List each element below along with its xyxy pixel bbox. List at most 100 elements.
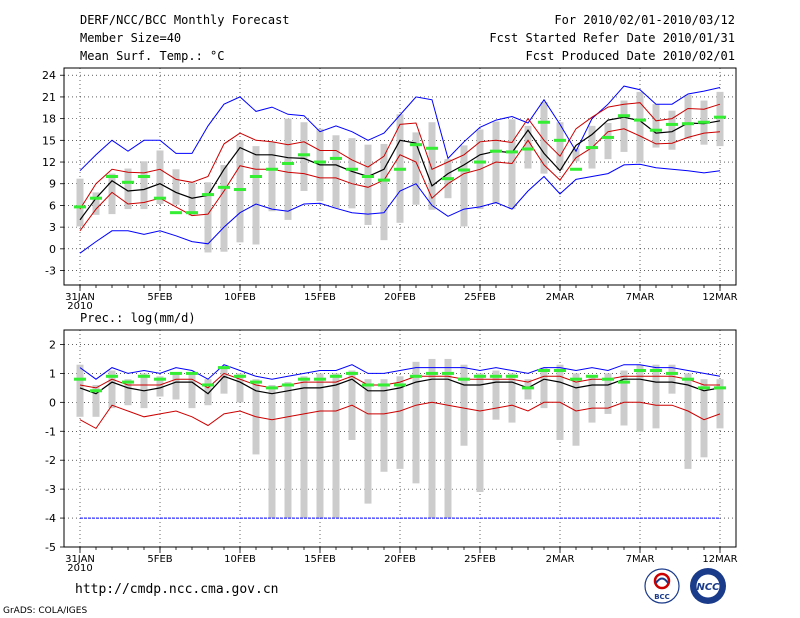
temp-range-box xyxy=(348,138,356,209)
temp-range-box xyxy=(540,101,548,174)
temp-median-mark xyxy=(618,114,630,118)
prec-range-box xyxy=(540,367,548,409)
temp-ytick-label: 24 xyxy=(42,69,56,82)
temp-ytick-label: 18 xyxy=(42,113,56,126)
temp-median-mark xyxy=(74,205,86,209)
temp-median-mark xyxy=(506,150,518,154)
prec-range-box xyxy=(476,373,484,493)
temp-mean-line xyxy=(79,116,721,221)
temp-range-box xyxy=(92,192,100,215)
prec-median-mark xyxy=(154,377,166,381)
prec-range-box xyxy=(444,358,452,519)
prec-median-mark xyxy=(314,377,326,381)
prec-median-mark xyxy=(234,374,246,378)
temp-xtick-label: 20FEB xyxy=(384,292,416,303)
prec-xtick-label: 31JAN xyxy=(65,554,95,565)
temp-median-mark xyxy=(410,143,422,147)
temp-ytick-label: 15 xyxy=(42,134,56,147)
prec-range-box xyxy=(572,373,580,446)
temp-range-box xyxy=(204,182,212,253)
prec-range-box xyxy=(620,370,628,426)
temp-range-box xyxy=(188,182,196,216)
prec-ytick-label: -2 xyxy=(45,454,56,467)
temp-xtick-label: 5FEB xyxy=(147,292,172,303)
temp-median-mark xyxy=(554,138,566,142)
grads-credit: GrADS: COLA/IGES xyxy=(3,606,88,616)
prec-range-box xyxy=(380,379,388,472)
prec-range-box xyxy=(588,376,596,423)
temp-median-mark xyxy=(378,178,390,182)
temp-ytick-label: 6 xyxy=(49,199,56,212)
temp-ytick-label: 9 xyxy=(49,178,56,191)
temp-range-box xyxy=(220,164,228,252)
temp-median-mark xyxy=(394,167,406,171)
prec-ytick-label: -4 xyxy=(45,512,56,525)
prec-median-mark xyxy=(250,380,262,384)
temp-range-box xyxy=(284,118,292,220)
source-url[interactable]: http://cmdp.ncc.cma.gov.cn xyxy=(75,582,279,597)
temp-range-box xyxy=(124,168,132,210)
temp-range-box xyxy=(524,125,532,169)
prec-median-mark xyxy=(426,371,438,375)
prec-range-box xyxy=(220,367,228,394)
prec-range-box xyxy=(188,373,196,409)
temp-range-box xyxy=(460,145,468,227)
temp-median-mark xyxy=(250,175,262,178)
prec-median-mark xyxy=(570,377,582,381)
prec-range-box xyxy=(508,373,516,423)
prec-median-mark xyxy=(138,374,150,378)
temp-median-mark xyxy=(346,167,358,171)
prec-median-mark xyxy=(362,383,374,387)
temp-range-box xyxy=(268,141,276,212)
prec-median-mark xyxy=(186,371,198,375)
prec-mean-line xyxy=(79,375,721,395)
prec-range-box xyxy=(300,376,308,519)
prec-median-mark xyxy=(346,371,358,375)
prec-range-box xyxy=(316,373,324,519)
temp-median-mark xyxy=(106,175,118,178)
temp-median-mark xyxy=(218,185,230,189)
prec-median-mark xyxy=(90,389,102,393)
prec-range-box xyxy=(668,364,676,394)
prec-ytick-label: -1 xyxy=(45,425,56,438)
prec-median-mark xyxy=(410,374,422,378)
prec-median-mark xyxy=(522,386,534,390)
temp-median-mark xyxy=(602,135,614,139)
temp-median-mark xyxy=(122,180,134,184)
temp-median-mark xyxy=(362,175,374,178)
prec-median-mark xyxy=(394,383,406,387)
temp-range-box xyxy=(668,110,676,150)
forecast-start-date: Fcst Started Refer Date 2010/01/31 xyxy=(489,31,735,45)
prec-range-box xyxy=(428,358,436,519)
prec-median-mark xyxy=(618,380,630,384)
prec-median-mark xyxy=(666,371,678,375)
prec-range-box xyxy=(332,373,340,519)
temp-median-mark xyxy=(314,160,326,164)
temp-range-box xyxy=(636,91,644,163)
temp-median-mark xyxy=(490,149,502,153)
prec-median-mark xyxy=(378,383,390,387)
temp-median-mark xyxy=(538,120,550,124)
temp-range-box xyxy=(684,94,692,139)
temp-range-box xyxy=(604,122,612,160)
temp-xtick-label: 10FEB xyxy=(224,292,256,303)
temp-range-box xyxy=(108,173,116,215)
temp-xtick-label: 12MAR xyxy=(702,292,737,303)
temp-median-mark xyxy=(698,120,710,124)
prec-median-mark xyxy=(682,377,694,381)
prec-range-box xyxy=(108,370,116,409)
temp-median-mark xyxy=(282,161,294,165)
temp-ytick-label: 3 xyxy=(49,221,56,234)
temp-range-box xyxy=(572,148,580,162)
prec-range-box xyxy=(172,373,180,400)
prec-max-line xyxy=(79,364,721,380)
precipitation-chart: -5 -4 -3 -2 -1 0 1 2 31JAN 5FEB 10FEB 15FEB 20FEB 25F… xyxy=(45,329,738,574)
prec-median-mark xyxy=(330,374,342,378)
prec-median-mark xyxy=(538,369,550,373)
prec-median-mark xyxy=(506,374,518,378)
forecast-period: For 2010/02/01-2010/03/12 xyxy=(554,13,735,27)
temp-range-box xyxy=(156,150,164,204)
prec-xtick-label: 2MAR xyxy=(546,554,575,565)
temp-median-mark xyxy=(474,160,486,164)
